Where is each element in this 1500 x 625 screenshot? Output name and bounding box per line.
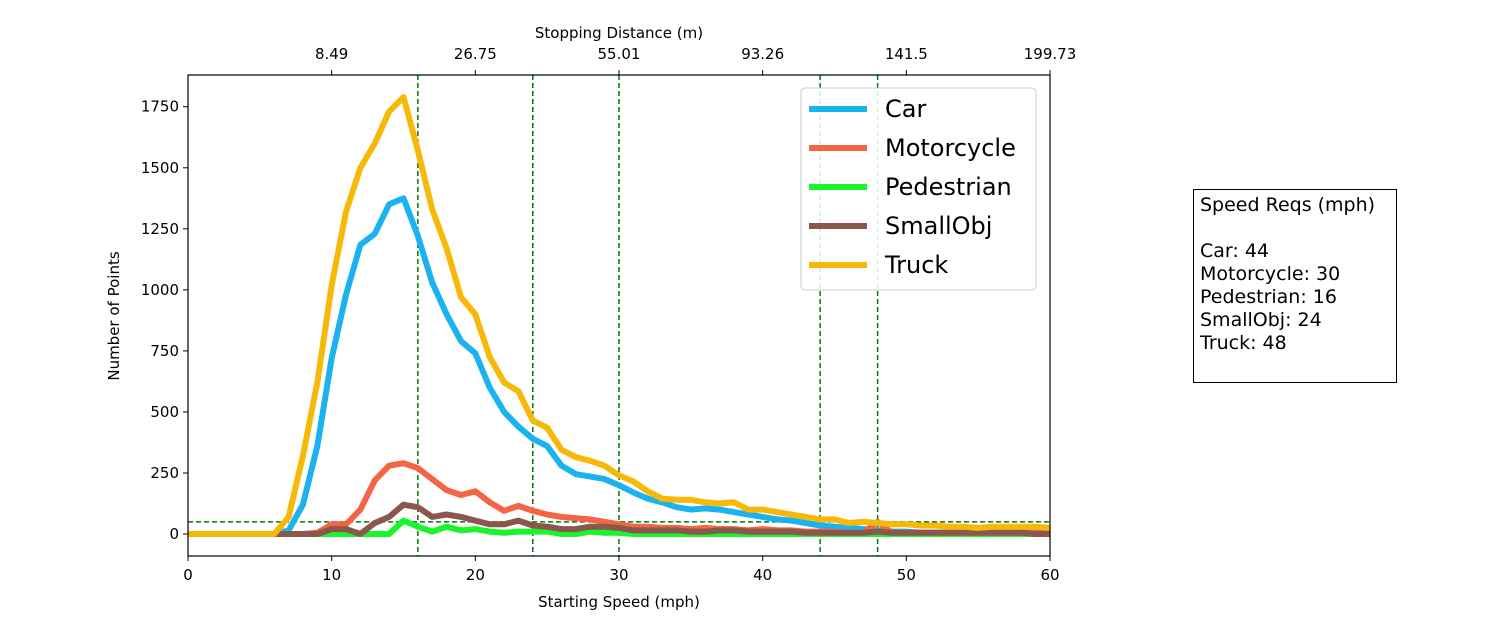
legend-label-motorcycle: Motorcycle [885, 134, 1016, 162]
y-tick-label: 750 [150, 342, 179, 360]
speed-req-line: SmallObj: 24 [1200, 309, 1322, 331]
legend-label-smallobj: SmallObj [885, 212, 992, 240]
speed-requirements-box: Speed Reqs (mph) Car: 44 Motorcycle: 30 … [1193, 189, 1397, 383]
x-tick-label: 60 [1040, 566, 1059, 584]
legend-label-pedestrian: Pedestrian [885, 173, 1012, 201]
x-tick-label: 20 [466, 566, 485, 584]
top-axis-title: Stopping Distance (m) [535, 24, 703, 42]
x-axis-title: Starting Speed (mph) [538, 593, 700, 611]
y-tick-label: 1000 [141, 281, 179, 299]
y-axis-title: Number of Points [105, 251, 123, 380]
top-tick-label: 199.73 [1024, 45, 1077, 63]
series-line-truck [188, 94, 1050, 537]
legend-label-car: Car [885, 95, 926, 123]
y-tick-label: 250 [150, 464, 179, 482]
y-tick-label: 500 [150, 403, 179, 421]
top-tick-label: 141.5 [885, 45, 928, 63]
top-tick-label: 55.01 [598, 45, 641, 63]
y-tick-label: 1500 [141, 159, 179, 177]
legend-label-truck: Truck [884, 251, 948, 279]
speed-req-line: Truck: 48 [1200, 332, 1287, 354]
y-tick-label: 1750 [141, 98, 179, 116]
top-tick-label: 8.49 [315, 45, 348, 63]
x-tick-label: 40 [753, 566, 772, 584]
x-tick-label: 50 [897, 566, 916, 584]
top-tick-label: 26.75 [454, 45, 497, 63]
speed-requirements-title: Speed Reqs (mph) [1200, 194, 1376, 216]
series-line-smallobj [188, 501, 1050, 537]
speed-req-line: Motorcycle: 30 [1200, 263, 1341, 285]
y-tick-label: 0 [169, 525, 179, 543]
x-tick-label: 30 [609, 566, 628, 584]
speed-req-line: Car: 44 [1200, 240, 1270, 262]
top-tick-label: 93.26 [741, 45, 784, 63]
legend-box [800, 87, 1037, 291]
y-tick-label: 1250 [141, 220, 179, 238]
speed-req-line: Pedestrian: 16 [1200, 286, 1337, 308]
x-tick-label: 10 [322, 566, 341, 584]
x-tick-label: 0 [183, 566, 193, 584]
